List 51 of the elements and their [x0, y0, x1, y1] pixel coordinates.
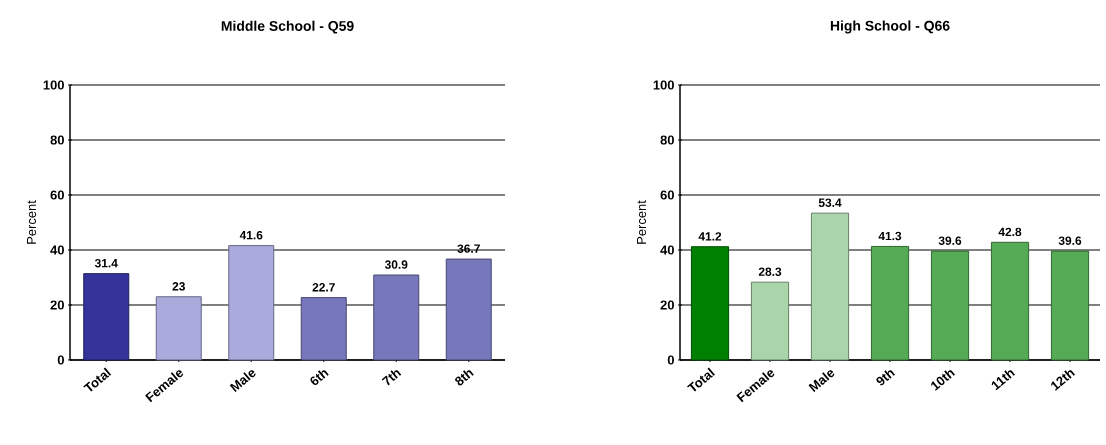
- x-tick-label: 8th: [455, 370, 474, 386]
- y-tick-label: 40: [50, 245, 64, 255]
- data-label: 41.6: [239, 230, 263, 240]
- y-axis-title: Percent: [637, 200, 647, 244]
- x-tick-label: 6th: [310, 370, 329, 386]
- y-tick-label: 20: [660, 300, 674, 310]
- y-tick-label: 100: [653, 80, 674, 90]
- y-tick-label: 60: [660, 190, 674, 200]
- x-tick-label: 9th: [876, 370, 895, 386]
- bar: [1050, 250, 1090, 361]
- data-label: 22.7: [312, 283, 335, 292]
- x-tick-label: 12th: [1051, 370, 1075, 391]
- data-label: 41.3: [878, 231, 902, 241]
- x-tick-label: 11th: [991, 370, 1015, 391]
- bar: [300, 297, 347, 361]
- data-label: 39.6: [1058, 236, 1082, 245]
- bar: [155, 296, 202, 361]
- y-tick-label: 80: [660, 135, 674, 145]
- x-tick-label: Male: [808, 370, 835, 393]
- bar: [228, 245, 275, 361]
- bar: [750, 281, 790, 361]
- y-tick-label: 60: [50, 190, 64, 200]
- chart-title: High School - Q66: [830, 20, 950, 34]
- x-tick-label: Male: [229, 370, 256, 393]
- data-label: 42.8: [998, 227, 1022, 237]
- bar: [990, 241, 1030, 361]
- y-tick-label: 0: [667, 355, 674, 365]
- x-tick-label: 10th: [931, 370, 955, 391]
- data-label: 31.4: [94, 258, 118, 268]
- y-tick-label: 80: [50, 135, 64, 145]
- bar: [690, 246, 730, 361]
- bar: [373, 274, 420, 361]
- data-label: 39.6: [938, 236, 962, 245]
- data-label: 36.7: [457, 244, 480, 253]
- y-tick-label: 0: [57, 355, 64, 365]
- y-axis-title: Percent: [27, 200, 37, 244]
- y-tick-label: 40: [660, 245, 674, 255]
- data-label: 53.4: [818, 198, 842, 207]
- bar: [870, 245, 910, 361]
- chart-title: Middle School - Q59: [221, 20, 354, 34]
- data-label: 41.2: [698, 232, 722, 241]
- x-tick-label: 7th: [381, 370, 402, 386]
- bar: [445, 258, 492, 361]
- data-label: 23: [172, 282, 185, 291]
- bar: [810, 212, 850, 361]
- y-tick-label: 100: [43, 80, 64, 90]
- bar: [83, 273, 130, 361]
- y-tick-label: 20: [50, 300, 64, 310]
- data-label: 28.3: [758, 267, 782, 276]
- bar: [930, 250, 970, 361]
- data-label: 30.9: [384, 260, 408, 269]
